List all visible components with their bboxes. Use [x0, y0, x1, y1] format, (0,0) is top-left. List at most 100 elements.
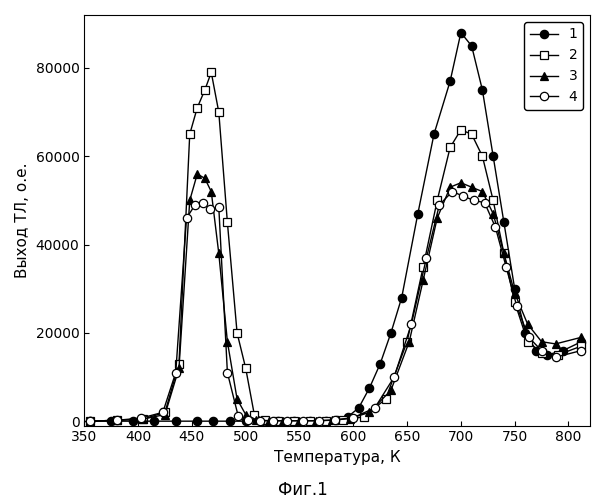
- 3: [511, 290, 518, 296]
- 4: [525, 334, 532, 340]
- 4: [244, 417, 252, 423]
- 1: [344, 414, 352, 420]
- 2: [215, 109, 223, 115]
- 1: [226, 418, 233, 424]
- 3: [387, 388, 394, 394]
- 2: [290, 418, 298, 424]
- 1: [560, 348, 567, 354]
- 2: [113, 418, 120, 424]
- 1: [532, 348, 540, 354]
- 2: [434, 198, 441, 203]
- 1: [468, 43, 476, 49]
- 1: [194, 418, 201, 424]
- 4: [113, 418, 120, 424]
- Line: 2: 2: [85, 68, 586, 426]
- 3: [296, 418, 303, 424]
- 1: [446, 78, 454, 84]
- 3: [578, 334, 585, 340]
- 2: [554, 352, 561, 358]
- 1: [129, 418, 136, 424]
- 1: [86, 418, 93, 424]
- 3: [524, 321, 531, 327]
- 1: [172, 418, 179, 424]
- 3: [405, 338, 413, 344]
- 1: [274, 418, 281, 424]
- 2: [578, 343, 585, 349]
- 1: [414, 210, 422, 216]
- 2: [201, 87, 209, 93]
- 2: [186, 131, 194, 137]
- 4: [172, 370, 179, 376]
- 4: [183, 215, 190, 221]
- 3: [113, 418, 120, 424]
- 2: [500, 250, 508, 256]
- Legend: 1, 2, 3, 4: 1, 2, 3, 4: [524, 22, 583, 110]
- 2: [446, 144, 454, 150]
- 4: [492, 224, 499, 230]
- 4: [538, 348, 545, 354]
- 3: [479, 188, 486, 194]
- 2: [538, 350, 545, 356]
- 2: [322, 418, 330, 424]
- 3: [468, 184, 476, 190]
- 2: [162, 410, 169, 416]
- 1: [322, 418, 330, 424]
- 3: [538, 338, 545, 344]
- 3: [234, 396, 241, 402]
- 4: [408, 321, 415, 327]
- 2: [140, 416, 147, 422]
- 1: [479, 87, 486, 93]
- 1: [511, 286, 518, 292]
- 4: [269, 418, 276, 424]
- 1: [398, 294, 405, 300]
- 3: [312, 418, 319, 424]
- 2: [224, 220, 231, 226]
- 2: [307, 418, 314, 424]
- 3: [253, 417, 260, 423]
- 1: [290, 418, 298, 424]
- 3: [194, 171, 201, 177]
- 1: [366, 385, 373, 391]
- 2: [250, 412, 258, 418]
- 2: [261, 417, 269, 423]
- 3: [500, 250, 508, 256]
- 4: [283, 418, 290, 424]
- 4: [332, 417, 339, 423]
- 4: [470, 198, 477, 203]
- 3: [242, 412, 249, 418]
- 2: [479, 154, 486, 160]
- 2: [339, 418, 346, 424]
- 3: [552, 341, 559, 347]
- 3: [208, 188, 215, 194]
- 3: [215, 250, 223, 256]
- 1: [333, 417, 341, 423]
- Line: 3: 3: [85, 170, 586, 425]
- 3: [446, 184, 454, 190]
- 2: [489, 198, 497, 203]
- 1: [457, 30, 465, 36]
- 4: [159, 410, 166, 416]
- Line: 1: 1: [85, 28, 586, 425]
- 4: [199, 200, 206, 205]
- X-axis label: Температура, К: Температура, К: [274, 450, 401, 465]
- 3: [266, 418, 273, 424]
- 2: [361, 414, 368, 420]
- 1: [376, 361, 384, 367]
- 2: [404, 338, 411, 344]
- 3: [280, 418, 287, 424]
- 2: [457, 127, 465, 133]
- 1: [307, 418, 314, 424]
- 2: [524, 338, 531, 344]
- 4: [256, 418, 263, 424]
- 2: [511, 299, 518, 305]
- 2: [242, 365, 249, 371]
- 4: [502, 264, 509, 270]
- 3: [434, 215, 441, 221]
- 4: [206, 206, 214, 212]
- 3: [175, 365, 183, 371]
- 3: [86, 418, 93, 424]
- 3: [328, 418, 335, 424]
- 1: [151, 418, 158, 424]
- 3: [162, 412, 169, 418]
- 2: [382, 396, 389, 402]
